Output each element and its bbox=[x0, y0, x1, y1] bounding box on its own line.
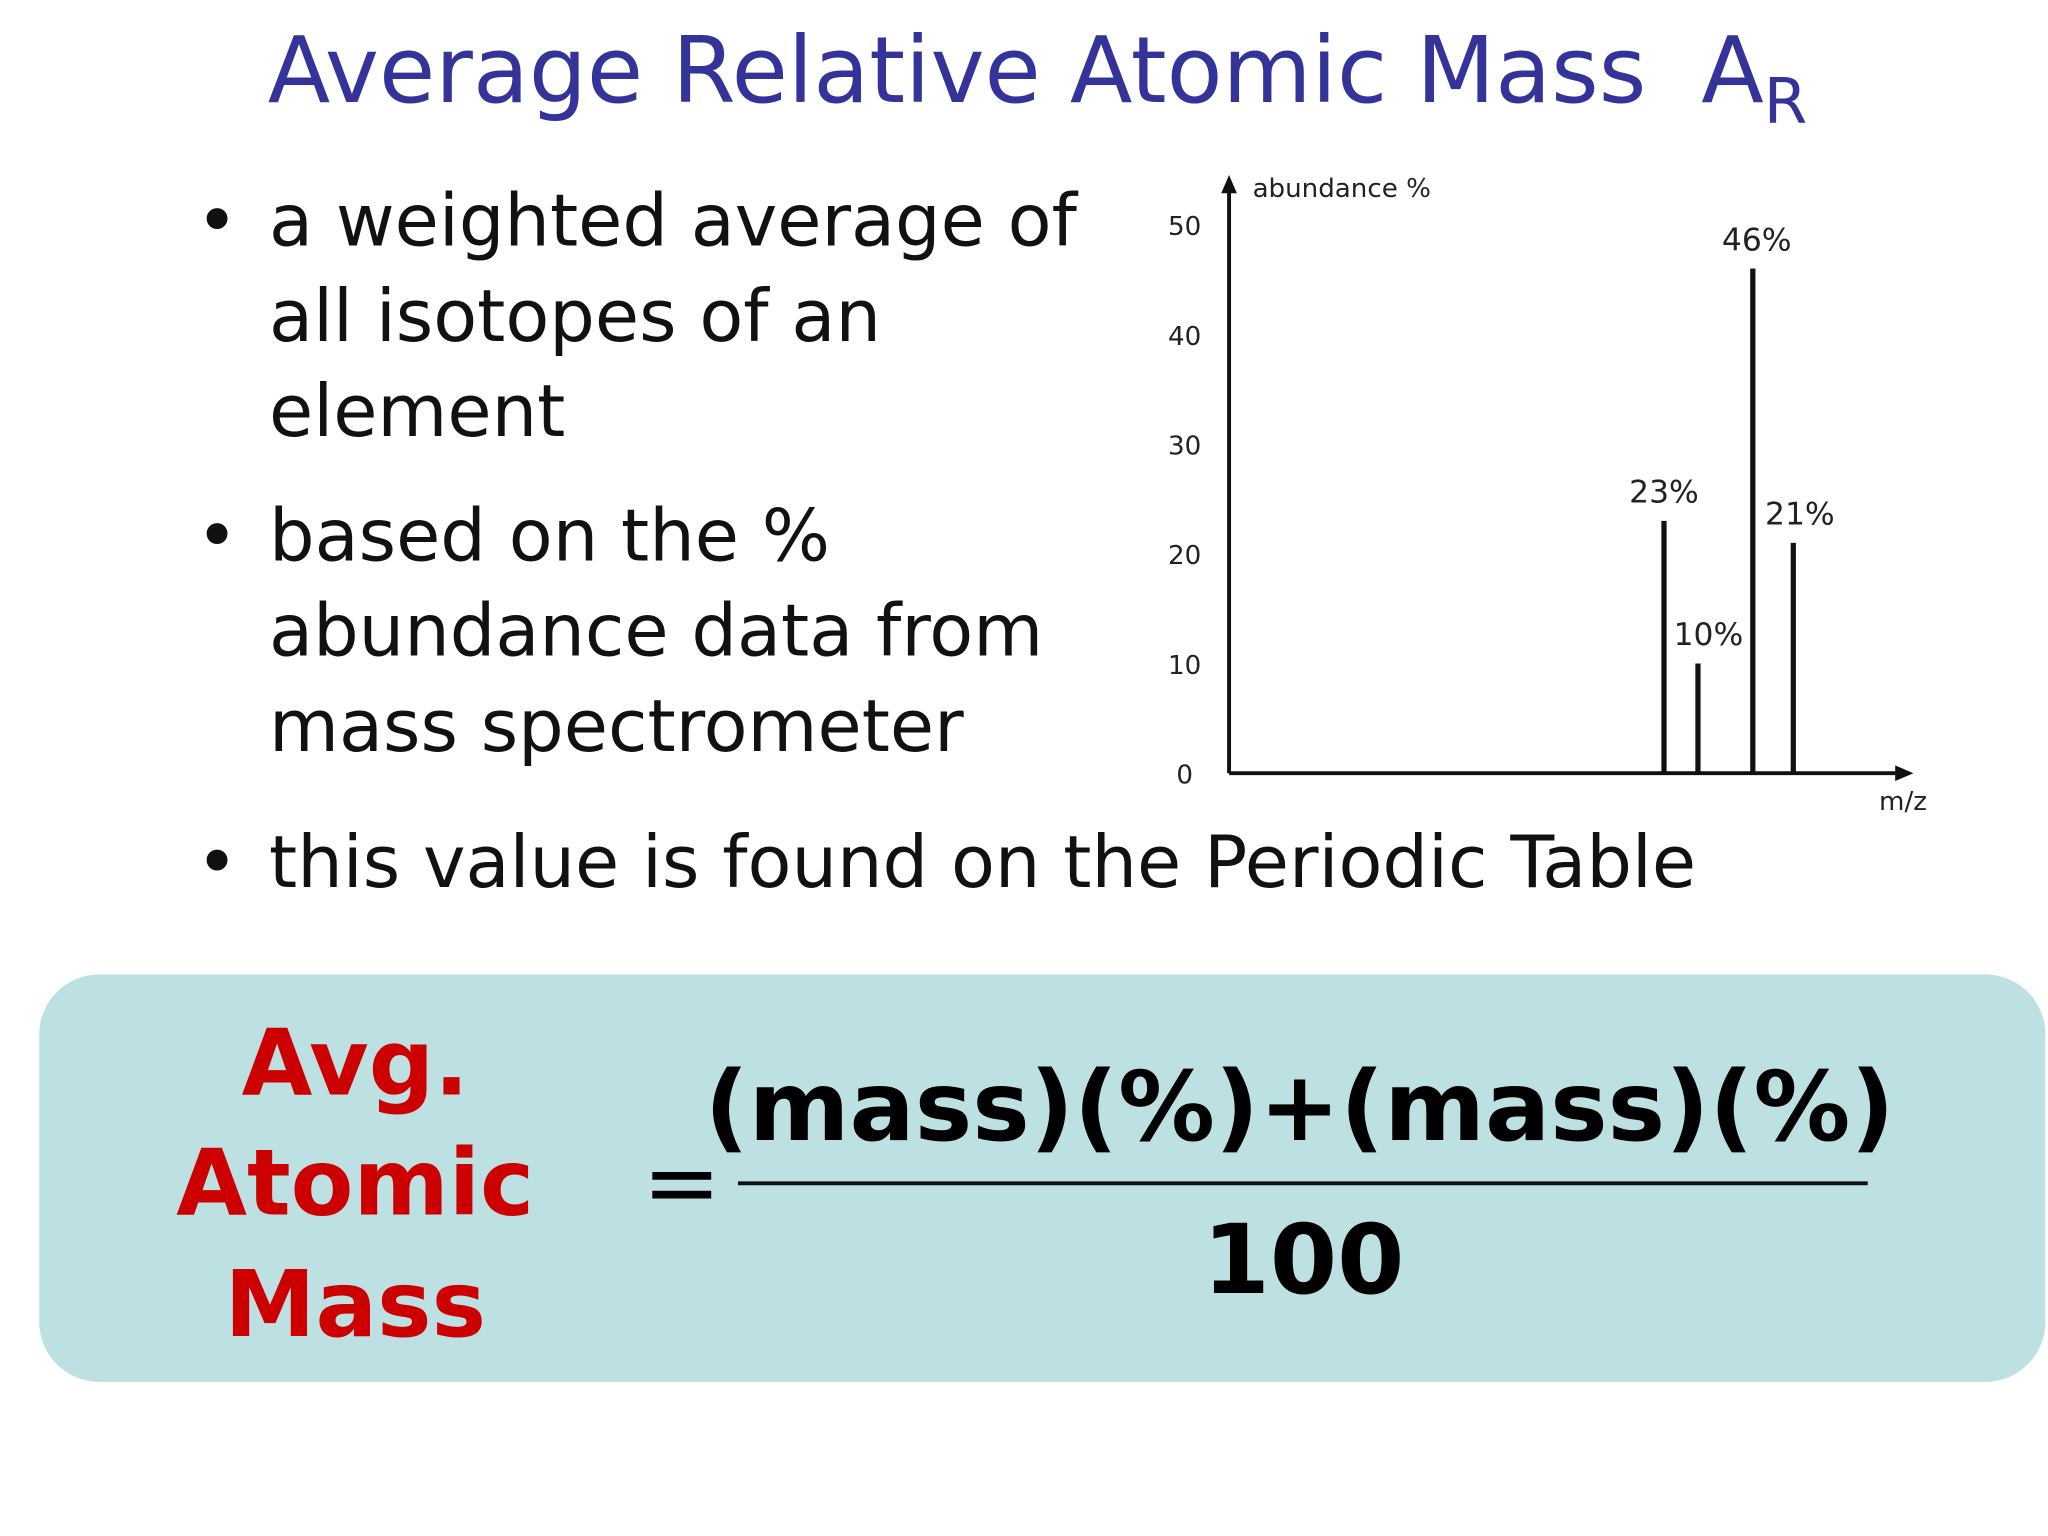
label-line: Avg. bbox=[242, 1010, 469, 1117]
value-label: 46% bbox=[1722, 222, 1792, 258]
numerator: (mass)(%)+(mass)(%) bbox=[705, 1050, 1895, 1163]
bullet-text: a weighted average of all isotopes of an… bbox=[269, 178, 1077, 454]
bullet-text: based on the % abundance data from mass … bbox=[269, 493, 1044, 768]
label-line: Mass bbox=[225, 1251, 486, 1358]
y-axis-label: abundance % bbox=[1253, 174, 1431, 204]
label-line: Atomic bbox=[176, 1130, 534, 1237]
y-axis-arrow bbox=[1221, 175, 1237, 194]
title-subscript: R bbox=[1764, 65, 1808, 138]
bullet-text: this value is found on the Periodic Tabl… bbox=[269, 820, 1697, 904]
bar bbox=[1790, 542, 1796, 774]
denominator: 100 bbox=[1203, 1203, 1405, 1316]
y-tick-label: 0 bbox=[1176, 761, 1193, 791]
title-symbol: A bbox=[1701, 17, 1764, 124]
bullet-dot: • bbox=[195, 820, 239, 904]
y-tick-label: 10 bbox=[1168, 651, 1201, 681]
title-text: Average Relative Atomic Mass bbox=[268, 17, 1647, 124]
slide-title: Average Relative Atomic Mass AR bbox=[268, 17, 1808, 138]
x-axis-label: m/z bbox=[1879, 787, 1927, 817]
bar bbox=[1750, 268, 1756, 774]
bullet: • this value is found on the Periodic Tab… bbox=[196, 815, 1894, 910]
bullet: • a weighted average of all isotopes of a… bbox=[196, 174, 1084, 460]
equals-sign: = bbox=[642, 1129, 721, 1238]
formula-label: Avg. Atomic Mass bbox=[176, 1010, 534, 1359]
y-tick-label: 40 bbox=[1168, 322, 1201, 352]
y-tick-label: 20 bbox=[1168, 541, 1201, 571]
value-label: 23% bbox=[1629, 475, 1699, 511]
value-label: 10% bbox=[1674, 617, 1744, 653]
bullet-dot: • bbox=[195, 493, 239, 578]
y-tick-label: 50 bbox=[1168, 212, 1201, 242]
bar bbox=[1695, 663, 1701, 774]
x-axis-arrow bbox=[1895, 765, 1914, 782]
value-label: 21% bbox=[1765, 497, 1835, 533]
formula-box bbox=[39, 974, 2046, 1382]
y-tick-label: 30 bbox=[1168, 432, 1201, 462]
bullet: • based on the % abundance data from mass… bbox=[196, 488, 1084, 774]
bullet-dot: • bbox=[195, 178, 239, 263]
bar bbox=[1661, 520, 1667, 774]
